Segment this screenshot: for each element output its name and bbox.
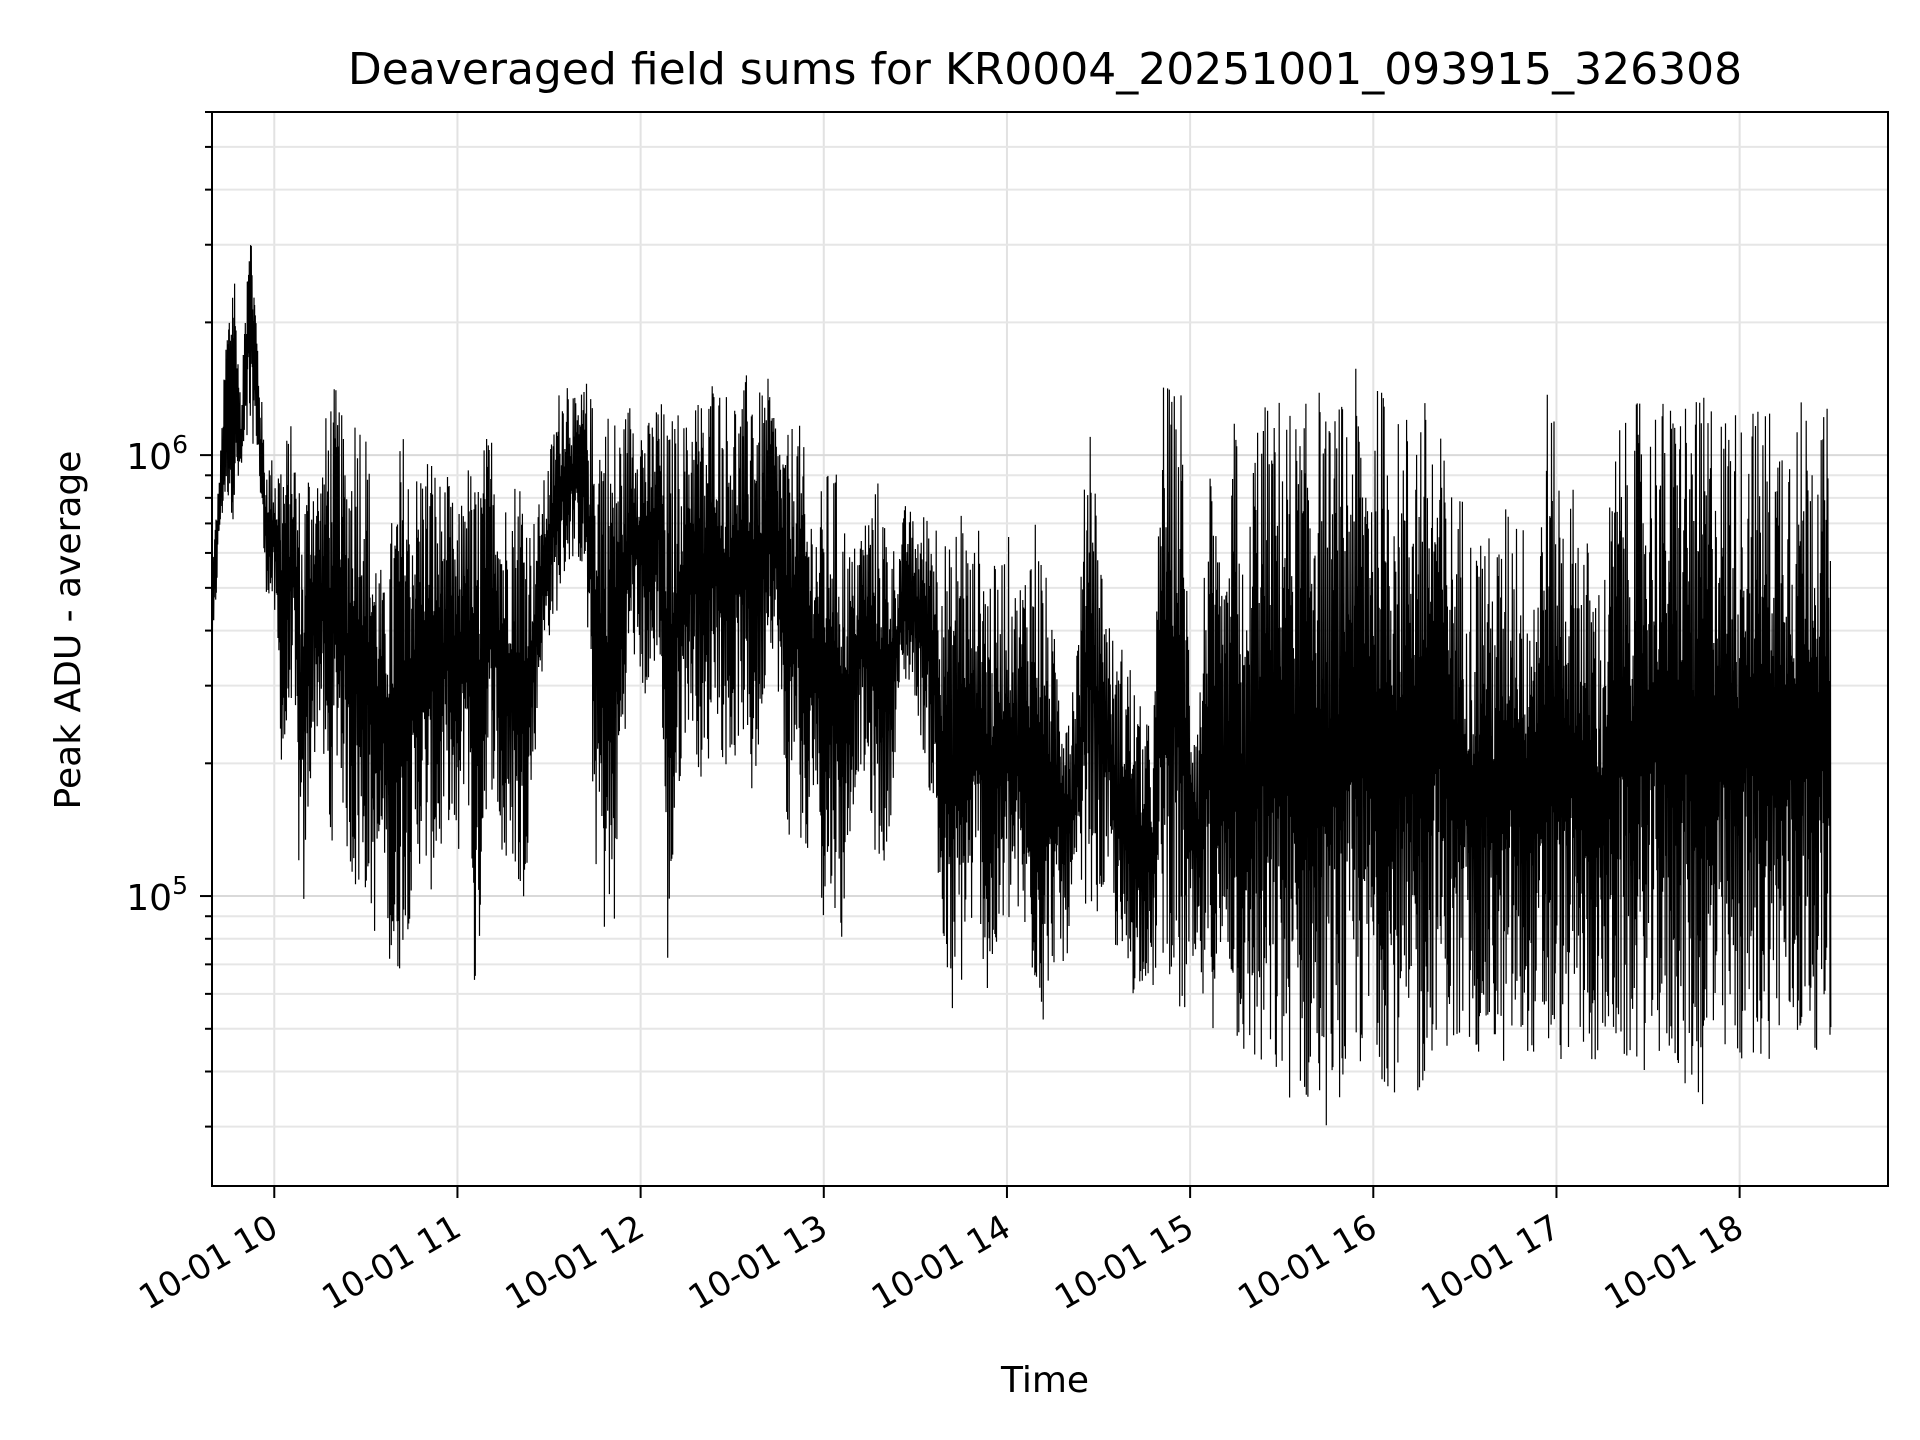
y-tick-label: 105: [126, 871, 188, 919]
plot-series: [211, 245, 1832, 1126]
y-axis-label: Peak ADU - average: [48, 451, 89, 810]
y-tick-label-exponent: 5: [172, 871, 188, 900]
y-tick-label-base: 10: [126, 878, 172, 919]
y-tick-label: 106: [126, 430, 188, 478]
series-line: [211, 245, 1832, 1126]
x-axis-label: Time: [1000, 1360, 1089, 1401]
y-tick-label-base: 10: [126, 437, 172, 478]
y-tick-label-exponent: 6: [172, 430, 188, 459]
plot-area-frame: [211, 111, 1889, 1187]
chart-title: Deaveraged field sums for KR0004_2025100…: [348, 44, 1742, 95]
